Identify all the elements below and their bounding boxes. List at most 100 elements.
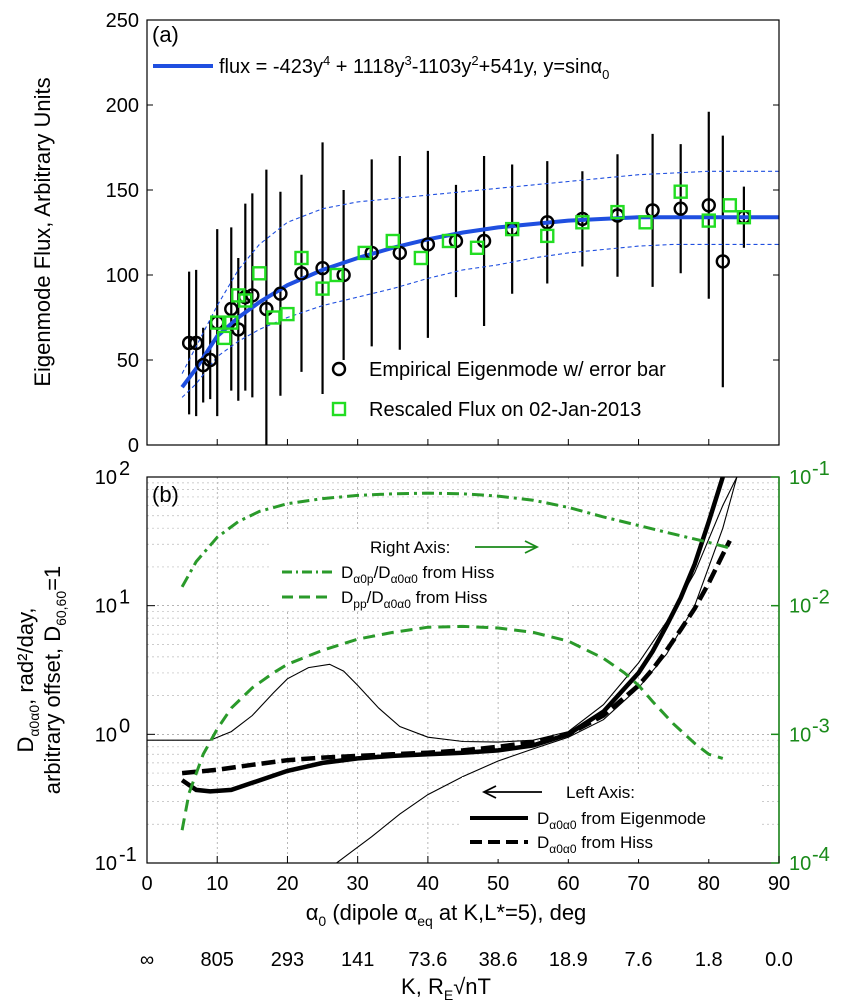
rescaled-point	[441, 233, 457, 249]
legend-eigenmode-diff-label: Dα0α0 from Eigenmode	[537, 809, 706, 832]
x-tick-label: 80	[698, 873, 720, 895]
legend-eigenmode-label: Empirical Eigenmode w/ error bar	[369, 359, 666, 381]
eigenmode-point	[188, 335, 204, 351]
rescaled-point	[357, 245, 372, 261]
rescaled-point	[294, 250, 309, 266]
eigenmode-point	[715, 254, 731, 269]
y-tick-label: 10	[95, 596, 117, 618]
eigenmode-point	[701, 198, 716, 213]
x-tick-label: 0	[141, 873, 152, 895]
y-tick-label: 10	[95, 853, 117, 875]
rescaled-point	[210, 315, 225, 330]
k-tick-label: 805	[201, 949, 234, 971]
rescaled-point	[217, 330, 232, 346]
eigenmode-bound-line	[147, 477, 738, 863]
k-tick-label: 73.6	[408, 949, 447, 971]
eigenmode-point	[181, 335, 197, 351]
hiss-diffusion-line	[181, 539, 732, 776]
eigenmode-point	[420, 237, 436, 252]
rescaled-point	[413, 250, 429, 266]
rescaled-point	[736, 209, 752, 225]
k-axis: ∞ 805 293 141 73.6 38.6 18.9 7.6 1.8 0.0	[140, 949, 793, 971]
legend-left-axis: Left Axis: Dα0α0 from Eigenmode Dα0α0 fr…	[462, 777, 762, 859]
k-tick-label: 293	[271, 949, 304, 971]
right-arrowhead-icon	[524, 540, 540, 554]
x-tick-label: 90	[768, 873, 790, 895]
rescaled-point	[504, 221, 520, 237]
left-arrowhead-icon	[481, 785, 497, 799]
dpp-ratio-line	[180, 624, 724, 831]
x-tick-label: 30	[347, 873, 369, 895]
rescaled-point	[385, 233, 400, 249]
y-tick-label: 200	[106, 95, 139, 117]
x-tick-label: 20	[276, 873, 298, 895]
panel-b-right-axis: 10-410-310-210-1	[771, 458, 830, 875]
rescaled-point	[540, 228, 555, 244]
panel-b-x-axis: 0 10 20 30 40 50 60 70 80 90	[141, 856, 790, 895]
y-label-line2: arbitrary offset, D60,60=1	[40, 566, 69, 794]
rescaled-point	[329, 267, 344, 283]
y-tick-label: 50	[117, 350, 139, 372]
legend-hiss-diff-label: Dα0α0 from Hiss	[537, 833, 653, 856]
k-tick-label: 0.0	[765, 949, 793, 971]
rescaled-point	[610, 204, 625, 220]
dalpha0p-ratio-line	[180, 491, 731, 588]
y-tick-label: 150	[106, 180, 139, 202]
k-axis-label: K, RE√nT	[401, 974, 491, 1002]
k-tick-label: 1.8	[695, 949, 723, 971]
rescaled-point	[280, 306, 295, 322]
eigenmode-bound-line	[147, 477, 738, 743]
panel-b-label: (b)	[152, 482, 179, 507]
eigenmode-diffusion-line	[180, 477, 725, 794]
panel-a-frame	[146, 19, 780, 446]
panel-a-y-axis: 0 50 100 150 200 250	[106, 10, 779, 457]
eigenmode-point	[673, 201, 688, 216]
panel-a: 0 50 100 150 200 250 (a) flux = -423y4 + 1118…	[30, 10, 780, 457]
y-tick-label: 0	[128, 435, 139, 457]
rescaled-point	[224, 315, 239, 330]
rescaled-point	[575, 215, 590, 230]
y-tick-label: 100	[106, 265, 139, 287]
panel-b-x-label: α0 (dipole αeq at K,L*=5), deg	[306, 900, 587, 929]
legend-rescaled-marker	[331, 401, 347, 417]
k-tick-label: 7.6	[625, 949, 653, 971]
y-label-line1: Dα0α0, rad²/day,	[13, 607, 42, 752]
eigenmode-point	[540, 215, 555, 230]
legend-dpp-label: Dpp/Dα0α0 from Hiss	[341, 588, 487, 611]
legend-rescaled-label: Rescaled Flux on 02-Jan-2013	[369, 399, 641, 421]
y-tick-exponent: -1	[119, 844, 137, 866]
rescaled-point	[701, 213, 716, 228]
rescaled-point	[673, 184, 688, 199]
legend-left-title: Left Axis:	[566, 783, 635, 802]
eigenmode-point	[315, 261, 330, 276]
x-tick-label: 50	[487, 873, 509, 895]
panel-a-plot-area	[180, 111, 779, 445]
panel-b-y-label: Dα0α0, rad²/day, arbitrary offset, D60,6…	[13, 566, 69, 794]
rescaled-point	[469, 240, 485, 256]
eigenmode-point	[294, 266, 309, 281]
right-y-tick-label: 10	[789, 853, 811, 875]
k-tick-label: 18.9	[549, 949, 588, 971]
y-tick-label: 10	[95, 724, 117, 746]
y-tick-exponent: 2	[119, 458, 130, 480]
right-y-tick-exponent: -1	[812, 458, 830, 480]
right-y-tick-exponent: -4	[812, 844, 830, 866]
rescaled-point	[252, 266, 267, 281]
x-tick-label: 60	[557, 873, 579, 895]
rescaled-point	[722, 198, 738, 213]
fit-band-lower	[181, 243, 779, 398]
right-y-tick-exponent: -2	[812, 587, 830, 609]
right-y-tick-label: 10	[789, 596, 811, 618]
eigenmode-point	[224, 301, 239, 317]
legend-eigenmode-marker	[331, 361, 347, 377]
eigenmode-point	[273, 286, 288, 301]
panel-b-plot-area	[147, 477, 738, 863]
k-tick-label: 38.6	[479, 949, 518, 971]
panel-a-label: (a)	[152, 22, 179, 47]
y-tick-exponent: 1	[119, 587, 130, 609]
fit-formula: flux = -423y4 + 1118y3-1103y2+541y, y=si…	[219, 53, 609, 82]
k-tick-label: 141	[341, 949, 374, 971]
rescaled-point	[638, 215, 653, 230]
